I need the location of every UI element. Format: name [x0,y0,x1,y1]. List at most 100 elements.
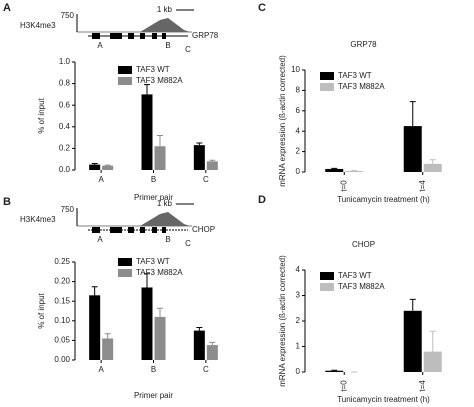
y-tick-label: 2 [296,147,301,156]
legend-label: TAF3 WT [136,257,170,266]
primer-label: C [185,45,191,54]
x-tick-label: A [98,175,104,184]
gene-name: CHOP [192,225,215,234]
primer-label: B [165,41,170,50]
error-bar [91,286,98,296]
error-bar [209,341,216,346]
y-tick-label: 0.05 [54,336,70,345]
legend-swatch [118,269,132,277]
exon [92,33,100,39]
track-max: 750 [61,205,75,214]
error-bar [196,326,203,331]
legend-label: TAF3 WT [338,271,372,280]
bar [141,287,153,360]
y-tick-label: 1.0 [59,57,71,66]
panel-label: B [3,196,11,208]
error-bar [209,159,216,162]
error-bar [409,298,416,311]
y-tick-label: 8 [296,86,301,95]
bar [345,170,364,172]
exon [92,227,100,233]
legend-swatch [320,72,334,80]
x-axis-label: Primer pair [134,193,173,202]
track-peak [140,212,190,226]
track-label: H3K4me3 [20,215,56,224]
x-axis-label: Primer pair [134,391,173,400]
bar [141,94,153,170]
x-tick-label: C [203,175,209,184]
legend-swatch [118,66,132,74]
x-tick-label: A [98,365,104,374]
bar [154,146,166,170]
y-tick-label: 0 [296,167,301,176]
bar [89,295,101,360]
panel-label: C [258,2,266,14]
bar [102,165,114,170]
bar [89,164,101,170]
bar [102,338,114,360]
y-tick-label: 4 [296,265,301,274]
legend-swatch [118,258,132,266]
error-bar [429,159,436,164]
y-tick-label: 0.0 [59,165,71,174]
x-tick-label: B [151,365,156,374]
x-tick-label: t=0 [339,380,348,392]
y-axis-label: % of input [37,97,46,133]
x-tick-label: C [203,365,209,374]
y-axis-label: % of input [37,292,46,328]
exon [128,227,134,233]
exon [140,33,145,39]
error-bar [157,307,163,317]
y-tick-label: 0.25 [54,257,70,266]
x-tick-label: t=4 [418,180,427,192]
x-tick-label: t=0 [339,180,348,192]
x-tick-label: B [151,175,156,184]
legend-swatch [320,283,334,291]
bar [193,330,205,360]
y-tick-label: 4 [296,126,301,135]
y-tick-label: 0.6 [59,100,71,109]
error-bar [331,369,338,371]
exon [152,227,157,233]
x-axis-label: Tunicamycin treatment (h) [337,395,430,404]
y-tick-label: 0.2 [59,144,71,153]
exon [128,33,134,39]
exon [162,33,166,39]
legend-label: TAF3 M882A [338,282,385,291]
legend-label: TAF3 WT [338,71,372,80]
y-tick-label: 0.10 [54,316,70,325]
exon [162,227,166,233]
y-tick-label: 0.15 [54,296,70,305]
error-bar [144,84,150,95]
chart-title: GRP78 [350,40,377,49]
bar [423,163,442,172]
error-bar [409,101,416,127]
track-label: H3K4me3 [20,21,56,30]
gene-name: GRP78 [192,31,219,40]
bar [403,310,422,372]
track-max: 750 [61,11,75,20]
bar [206,161,218,170]
y-tick-label: 1 [296,342,301,351]
track-peak [140,18,190,32]
legend-swatch [320,83,334,91]
legend-label: TAF3 WT [136,65,170,74]
bar [423,351,442,372]
y-tick-label: 0.20 [54,277,70,286]
error-bar [331,167,338,169]
y-tick-label: 0.00 [54,355,70,364]
chart-title: CHOP [352,240,375,249]
y-axis-label: mRNA expression (ß-actin corrected) [278,255,287,387]
exon [110,227,122,233]
error-bar [104,333,111,339]
exon [110,33,122,39]
primer-label: A [97,41,103,50]
legend-label: TAF3 M882A [136,268,183,277]
error-bar [157,134,163,147]
panel-label: D [258,194,266,206]
x-tick-label: t=4 [418,380,427,392]
y-axis-label: mRNA expression (ß-actin corrected) [278,55,287,187]
bar [193,145,205,170]
scale-label: 1 kb [157,199,173,208]
